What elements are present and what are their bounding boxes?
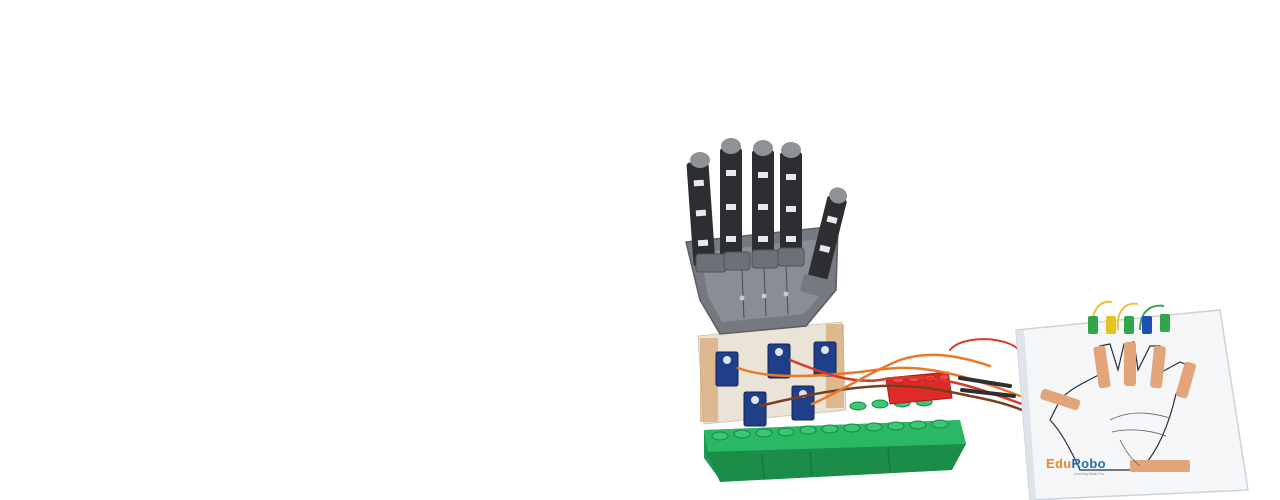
- middle-finger: [720, 138, 742, 266]
- alligator-clips: [1088, 300, 1170, 334]
- green-block-base: [704, 397, 966, 482]
- connecting-wires: [736, 338, 1024, 412]
- brand-name-part1: Edu: [1046, 456, 1072, 471]
- brand-name: EduRobo: [1046, 456, 1106, 471]
- thumb: [800, 187, 848, 298]
- brand-logo: EduRobo Learning Made Fun: [1046, 456, 1136, 480]
- pinky-finger: [780, 142, 802, 262]
- brand-tagline: Learning Made Fun: [1074, 472, 1105, 476]
- brand-name-part2: Robo: [1071, 456, 1106, 471]
- index-finger: [686, 152, 716, 267]
- paper-control-sheet: [1015, 300, 1249, 500]
- robotic-hand: [685, 138, 848, 335]
- ring-finger: [752, 140, 774, 264]
